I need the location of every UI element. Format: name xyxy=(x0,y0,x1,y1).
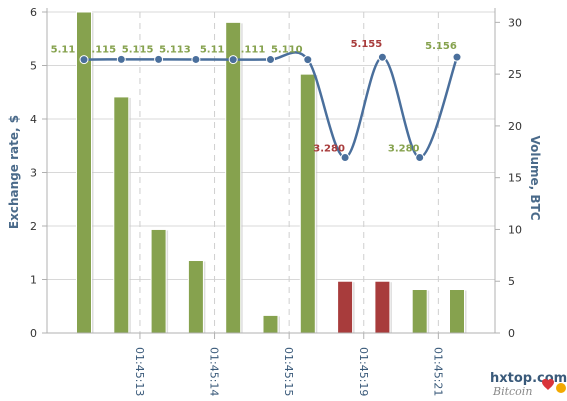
rate-point xyxy=(228,55,238,65)
y-tick-label: 6 xyxy=(30,6,37,19)
y-tick-label: 2 xyxy=(30,220,37,233)
x-tick-label: 01:45:14 xyxy=(208,347,221,396)
y2-tick-label: 25 xyxy=(508,68,522,81)
y-tick-label: 1 xyxy=(30,274,37,287)
rate-data-label: 5.115 xyxy=(84,44,116,55)
volume-bar xyxy=(299,73,316,334)
x-tick-label: 01:45:19 xyxy=(357,347,370,396)
rate-data-label: 5.11 xyxy=(200,45,225,56)
rate-point xyxy=(303,55,313,65)
heart-icon xyxy=(542,379,554,390)
volume-bar xyxy=(225,21,242,334)
rate-data-label: 5.11 xyxy=(51,45,76,56)
y2-tick-label: 0 xyxy=(508,327,515,340)
x-tick-label: 01:45:21 xyxy=(431,347,444,396)
x-tick-label: 01:45:13 xyxy=(133,347,146,396)
watermark-site: hxtop.com xyxy=(490,371,567,386)
rate-point xyxy=(266,55,275,65)
volume-bar xyxy=(374,280,391,334)
rate-point xyxy=(452,52,462,62)
rate-point xyxy=(79,55,89,65)
tick-labels: 0 1 2 3 4 5 6 0 5 10 15 20 25 30 01:45:13 01:45:14 01:45… xyxy=(30,6,522,396)
y2-tick-label: 15 xyxy=(508,172,522,185)
rate-data-label: 5.111 xyxy=(234,45,266,56)
y-tick-label: 3 xyxy=(30,167,37,180)
axes xyxy=(42,8,500,339)
rate-data-labels: 5.11 5.115 5.115 5.113 5.11 5.111 5.110 3.280 5.… xyxy=(51,39,457,154)
watermark: hxtop.com Bitcoin xyxy=(490,371,567,398)
volume-bar xyxy=(262,314,279,334)
rate-data-label: 5.110 xyxy=(271,45,303,56)
y2-tick-label: 5 xyxy=(508,275,515,288)
rate-point xyxy=(415,153,425,163)
volume-bars xyxy=(76,11,467,334)
rate-data-label: 5.156 xyxy=(425,41,457,52)
rate-point xyxy=(116,54,126,64)
y2-tick-label: 30 xyxy=(508,16,522,29)
y2-tick-label: 20 xyxy=(508,120,522,133)
bitcoin-coin-icon xyxy=(556,383,566,393)
rate-point xyxy=(191,54,201,64)
y-axis-title: Exchange rate, $ xyxy=(7,115,21,229)
rate-line xyxy=(79,51,462,163)
volume-bar xyxy=(113,96,130,334)
volume-bar xyxy=(187,260,204,334)
volume-bar xyxy=(411,289,428,334)
rate-point xyxy=(154,54,164,64)
y2-tick-label: 10 xyxy=(508,223,522,236)
volume-bar xyxy=(337,280,354,334)
volume-bar xyxy=(150,228,167,334)
y-tick-label: 4 xyxy=(30,113,37,126)
rate-point xyxy=(340,153,350,163)
y-tick-label: 0 xyxy=(30,327,37,340)
y2-axis-title: Volume, BTC xyxy=(528,135,542,220)
rate-point xyxy=(377,52,387,62)
rate-data-label: 3.280 xyxy=(388,144,420,155)
volume-bar xyxy=(449,289,465,334)
rate-data-label: 3.280 xyxy=(313,144,345,155)
y-tick-label: 5 xyxy=(30,60,37,73)
watermark-tagline: Bitcoin xyxy=(492,385,532,398)
x-tick-label: 01:45:15 xyxy=(282,347,295,396)
rate-data-label: 5.115 xyxy=(122,44,154,55)
rate-data-label: 5.155 xyxy=(351,39,383,50)
rate-data-label: 5.113 xyxy=(159,44,191,55)
